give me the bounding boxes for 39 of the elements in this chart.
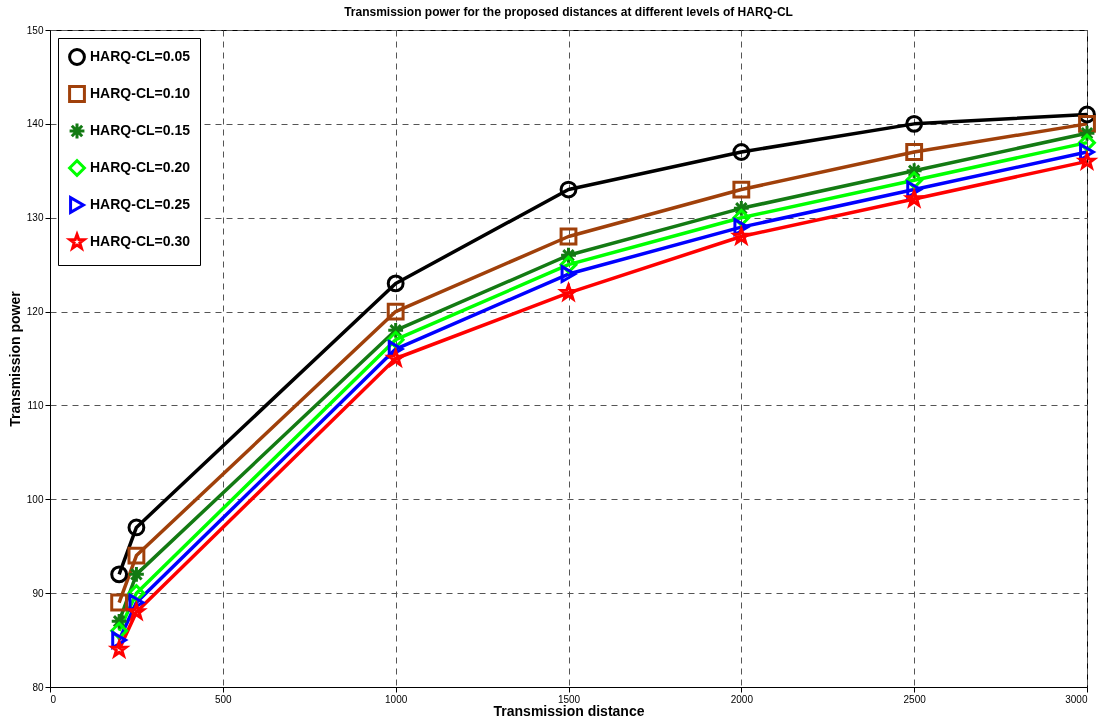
point bbox=[110, 593, 129, 612]
point bbox=[110, 565, 129, 584]
y-tick-label: 80 bbox=[32, 681, 44, 693]
chart-title: Transmission power for the proposed distances at different levels of HARQ-CL bbox=[344, 5, 793, 19]
x-tick-label: 2000 bbox=[730, 693, 754, 705]
y-tick-label: 90 bbox=[32, 587, 44, 599]
x-axis-title: Transmission distance bbox=[493, 702, 645, 719]
point bbox=[127, 546, 146, 565]
legend-label: HARQ-CL=0.10 bbox=[90, 85, 191, 101]
legend-label: HARQ-CL=0.25 bbox=[90, 196, 191, 212]
x-tick-label: 500 bbox=[214, 693, 233, 705]
y-tick-label: 100 bbox=[26, 493, 44, 505]
point bbox=[559, 227, 578, 246]
point bbox=[557, 281, 578, 303]
point bbox=[905, 114, 924, 133]
y-tick-label: 150 bbox=[26, 24, 44, 36]
x-tick-label: 2500 bbox=[903, 693, 927, 705]
x-tick-label: 1500 bbox=[557, 693, 581, 705]
legend-label: HARQ-CL=0.30 bbox=[90, 233, 191, 249]
y-tick-label: 140 bbox=[26, 118, 44, 130]
legend-label: HARQ-CL=0.20 bbox=[90, 159, 191, 175]
legend-label: HARQ-CL=0.15 bbox=[90, 122, 191, 138]
y-tick-label: 110 bbox=[27, 399, 44, 411]
point bbox=[127, 518, 146, 537]
x-tick-label: 3000 bbox=[1065, 693, 1088, 705]
point bbox=[732, 180, 751, 199]
y-tick-label: 130 bbox=[26, 212, 44, 224]
point bbox=[560, 265, 577, 283]
point bbox=[386, 274, 405, 293]
x-tick-label: 0 bbox=[50, 693, 57, 705]
x-tick-label: 1000 bbox=[385, 693, 408, 705]
point bbox=[127, 565, 146, 584]
point bbox=[559, 180, 578, 199]
y-tick-label: 120 bbox=[26, 306, 44, 318]
y-axis-title: Transmission power bbox=[6, 290, 23, 427]
legend-label: HARQ-CL=0.05 bbox=[90, 48, 191, 64]
point bbox=[905, 143, 924, 161]
point bbox=[386, 302, 405, 321]
point bbox=[732, 143, 751, 161]
